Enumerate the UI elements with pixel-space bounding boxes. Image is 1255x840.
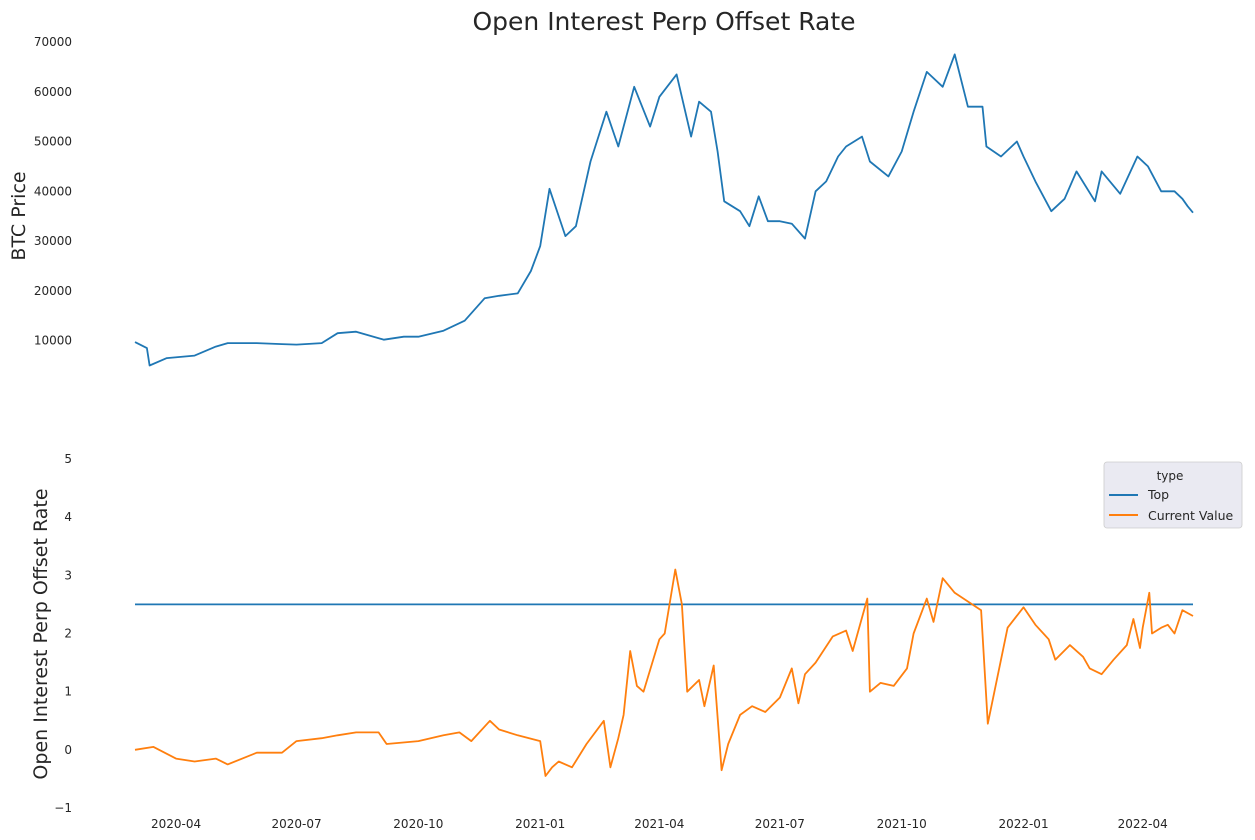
price-y-tick-label: 70000 — [34, 35, 72, 49]
x-tick-label: 2020-07 — [271, 817, 321, 831]
x-tick-label: 2021-04 — [634, 817, 684, 831]
price-panel: 10000 20000 30000 40000 50000 60000 70000 — [34, 35, 1194, 367]
price-y-tick-label: 40000 — [34, 184, 72, 198]
x-tick-label: 2022-04 — [1118, 817, 1168, 831]
date-x-ticks: 2020-04 2020-07 2020-10 2021-01 2021-04 2021-… — [151, 817, 1168, 831]
legend: type Top Current Value — [1103, 461, 1243, 529]
x-tick-label: 2021-07 — [755, 817, 805, 831]
price-y-tick-label: 50000 — [34, 135, 72, 149]
legend-box — [1103, 461, 1243, 529]
rate-y-tick-label: 3 — [64, 568, 72, 582]
price-line — [134, 53, 1194, 367]
x-tick-label: 2021-01 — [515, 817, 565, 831]
price-y-tick-label: 30000 — [34, 234, 72, 248]
price-y-tick-label: 10000 — [34, 334, 72, 348]
x-tick-label: 2020-10 — [393, 817, 443, 831]
rate-y-tick-label: 4 — [64, 510, 72, 524]
rate-y-tick-label: −1 — [54, 801, 72, 815]
price-y-tick-label: 20000 — [34, 284, 72, 298]
x-tick-label: 2022-01 — [998, 817, 1048, 831]
rate-axis-title: Open Interest Perp Offset Rate — [30, 488, 52, 779]
current-value-line — [134, 568, 1194, 777]
price-axis-title: BTC Price — [8, 171, 30, 260]
rate-y-tick-label: 1 — [64, 685, 72, 699]
price-y-tick-label: 60000 — [34, 85, 72, 99]
price-y-ticks: 10000 20000 30000 40000 50000 60000 70000 — [34, 35, 72, 348]
legend-title: type — [1157, 469, 1184, 483]
rate-y-ticks: −1 0 1 2 3 4 5 — [54, 452, 72, 815]
rate-y-tick-label: 2 — [64, 627, 72, 641]
legend-label-top: Top — [1147, 487, 1169, 502]
chart-title: Open Interest Perp Offset Rate — [472, 7, 855, 36]
x-tick-label: 2020-04 — [151, 817, 201, 831]
rate-y-tick-label: 5 — [64, 452, 72, 466]
legend-label-current-value: Current Value — [1148, 508, 1234, 523]
rate-y-tick-label: 0 — [64, 743, 72, 757]
x-tick-label: 2021-10 — [877, 817, 927, 831]
